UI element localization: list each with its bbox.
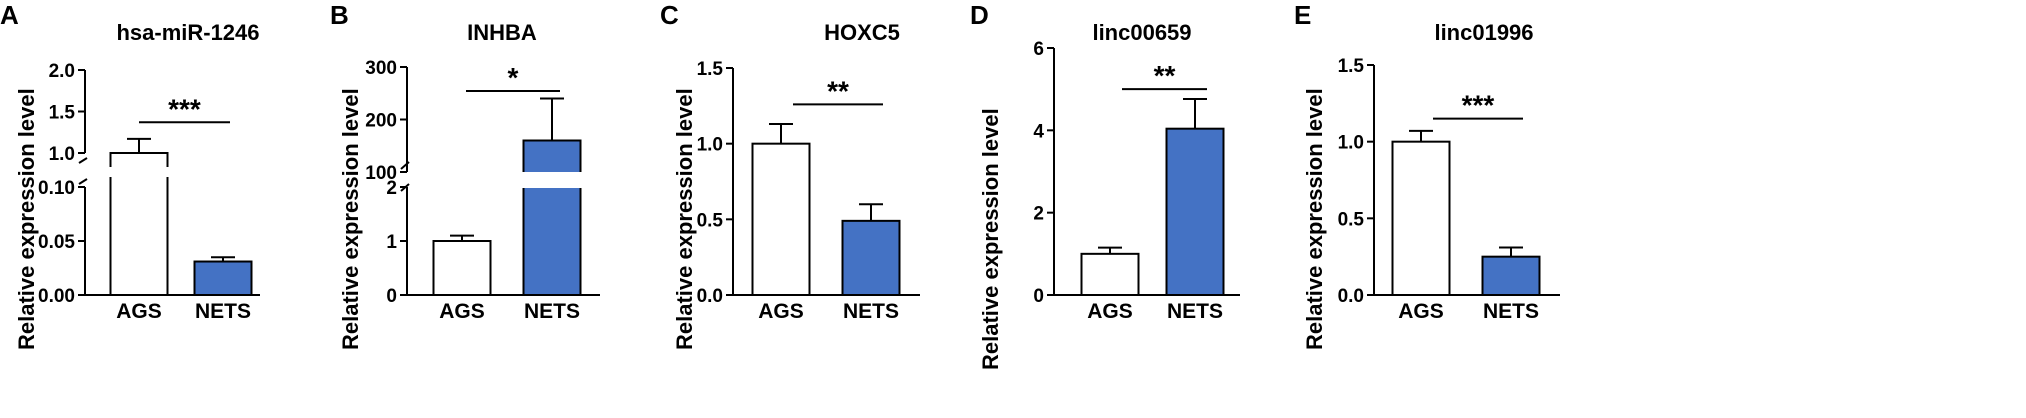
x-tick-label: AGS: [1398, 300, 1444, 323]
panel-label: B: [330, 0, 349, 30]
x-tick-label: AGS: [1087, 300, 1133, 323]
bar-ags: [1391, 140, 1451, 296]
y-tick-label: 2.0: [49, 61, 75, 82]
y-tick-label: 0.0: [1338, 286, 1364, 307]
chart-title: hsa-miR-1246: [116, 20, 260, 45]
axis-break-mark: [78, 178, 88, 185]
x-tick-label: NETS: [1483, 300, 1539, 323]
y-tick-label: 1.5: [49, 103, 76, 124]
bar-ags-lower: [109, 177, 169, 296]
chart-title: HOXC5: [824, 20, 900, 45]
y-tick-label: 0.0: [697, 286, 723, 307]
y-tick-label: 200: [365, 111, 397, 132]
y-tick-label: 0.5: [697, 210, 724, 231]
bar-ags: [1080, 252, 1140, 296]
x-tick-label: AGS: [758, 300, 804, 323]
chart-svg: 0.00 0.05 0.10 1.0 1.5 2.0 AGS NETS ***: [38, 61, 260, 323]
y-tick-label: 2: [1033, 204, 1044, 225]
bar-ags-upper: [109, 152, 169, 167]
break-gap: [520, 172, 584, 188]
axis-break-mark: [78, 157, 88, 164]
panel-e: E linc01996 Relative expression level 0.…: [1290, 0, 1680, 418]
y-tick-label: 1.0: [1338, 133, 1364, 154]
bar-nets: [841, 219, 901, 296]
y-tick-label: 0.05: [38, 232, 75, 253]
y-tick-label: 2: [386, 178, 397, 199]
x-tick-label: AGS: [116, 300, 162, 323]
y-tick-label: 0.00: [38, 286, 75, 307]
bar-nets: [522, 139, 582, 296]
bar-ags: [432, 240, 492, 296]
bar-nets: [193, 260, 253, 296]
significance-marker: ***: [168, 93, 201, 124]
significance-marker: **: [827, 75, 849, 106]
bar-nets: [1481, 255, 1541, 296]
significance-marker: *: [508, 62, 519, 93]
panel-a: A hsa-miR-1246 Relative expression level…: [0, 0, 390, 418]
chart-svg: 0.0 0.5 1.0 1.5 AGS NETS **: [697, 59, 920, 323]
y-tick-label: 1.5: [1338, 56, 1365, 77]
significance-marker: **: [1154, 60, 1176, 91]
panel-label: E: [1294, 0, 1312, 30]
y-tick-label: 1.0: [697, 135, 723, 156]
x-tick-label: NETS: [1167, 300, 1223, 323]
x-tick-label: NETS: [843, 300, 899, 323]
y-tick-label: 1: [386, 232, 397, 253]
chart-svg: 0.0 0.5 1.0 1.5 AGS NETS ***: [1338, 56, 1560, 323]
bar-ags: [751, 142, 811, 296]
y-tick-label: 0.10: [38, 178, 75, 199]
y-tick-label: 6: [1033, 39, 1044, 60]
axis-break-mark: [400, 161, 410, 170]
y-tick-label: 0: [386, 286, 397, 307]
panel-b: B INHBA Relative expression level 0 1 2 100…: [330, 0, 720, 418]
y-tick-label: 1.5: [697, 59, 724, 80]
y-tick-label: 4: [1033, 121, 1044, 142]
panel-label: A: [0, 0, 19, 30]
x-tick-label: NETS: [524, 300, 580, 323]
y-tick-label: 0: [1033, 286, 1044, 307]
x-tick-label: NETS: [195, 300, 251, 323]
y-tick-label: 1.0: [49, 144, 75, 165]
x-tick-label: AGS: [439, 300, 485, 323]
significance-marker: ***: [1462, 90, 1495, 121]
panel-c: C HOXC5 Relative expression level 0.0 0.5…: [650, 0, 1040, 418]
chart-svg: 0 2 4 6 AGS NETS **: [1033, 39, 1240, 323]
chart-title: INHBA: [467, 20, 537, 45]
y-tick-label: 300: [365, 58, 397, 79]
y-tick-label: 0.5: [1338, 209, 1365, 230]
y-tick-label: 100: [365, 163, 397, 184]
bar-nets: [1165, 127, 1225, 296]
panel-label: D: [970, 0, 989, 30]
panel-label: C: [660, 0, 679, 30]
chart-title: linc01996: [1434, 20, 1534, 45]
chart-title: linc00659: [1092, 20, 1192, 45]
